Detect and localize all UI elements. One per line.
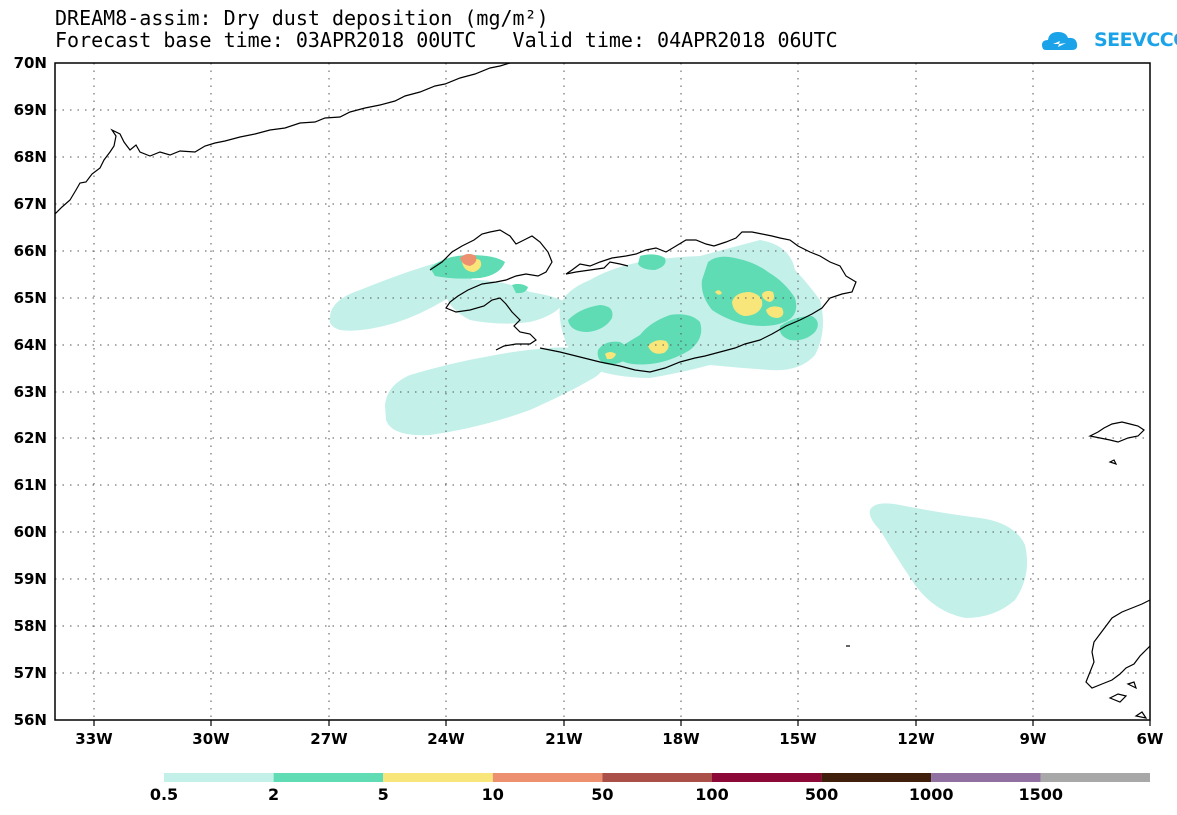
faroe-islet	[1108, 459, 1118, 466]
coastlines	[55, 63, 1150, 719]
shading-0.5-2	[329, 240, 1028, 618]
lon-label: 30W	[192, 730, 230, 748]
colorbar: 0.5 2 5 10 50 100 500 1000 1500	[150, 773, 1150, 804]
colorbar-labels: 0.5 2 5 10 50 100 500 1000 1500	[150, 785, 1063, 804]
lat-label: 59N	[14, 570, 47, 588]
colorbar-label: 100	[695, 785, 728, 804]
shading-10-50	[460, 253, 477, 266]
shading-2-5	[430, 254, 818, 365]
logo-text: SEEVCCC	[1094, 29, 1177, 51]
lat-label: 66N	[14, 242, 47, 260]
colorbar-label: 1500	[1019, 785, 1064, 804]
plot-frame	[54, 62, 1151, 721]
lat-label: 65N	[14, 289, 47, 307]
lat-label: 62N	[14, 429, 47, 447]
latitude-labels: 70N 69N 68N 67N 66N 65N 64N 63N 62N 61N …	[14, 54, 47, 729]
lat-label: 64N	[14, 336, 47, 354]
lat-label: 70N	[14, 54, 47, 72]
lon-label: 12W	[897, 730, 935, 748]
iceland-west-coast	[429, 229, 553, 351]
axis-ticks	[93, 720, 1151, 726]
lon-label: 15W	[779, 730, 817, 748]
lat-label: 68N	[14, 148, 47, 166]
scotland-isles	[1108, 681, 1148, 719]
colorbar-swatch	[492, 773, 603, 782]
colorbar-label: 10	[482, 785, 504, 804]
dust-deposition-field	[329, 240, 1028, 618]
lon-label: 9W	[1020, 730, 1047, 748]
lat-label: 57N	[14, 664, 47, 682]
lat-label: 60N	[14, 523, 47, 541]
colorbar-swatch	[931, 773, 1041, 782]
lon-label: 24W	[427, 730, 465, 748]
greenland-coast	[55, 63, 511, 215]
colorbar-label: 1000	[909, 785, 954, 804]
colorbar-swatch	[273, 773, 384, 782]
lat-label: 67N	[14, 195, 47, 213]
lon-label: 18W	[662, 730, 700, 748]
lat-label: 63N	[14, 383, 47, 401]
faroe-islands	[1088, 421, 1145, 443]
colorbar-label: 50	[591, 785, 613, 804]
lat-label: 56N	[14, 711, 47, 729]
longitude-labels: 33W 30W 27W 24W 21W 18W 15W 12W 9W 6W	[75, 730, 1164, 748]
lat-label: 69N	[14, 101, 47, 119]
colorbar-label: 500	[805, 785, 838, 804]
scotland-coast	[1085, 599, 1150, 689]
lon-label: 21W	[545, 730, 583, 748]
lon-label: 33W	[75, 730, 113, 748]
colorbar-swatches	[164, 773, 1150, 782]
colorbar-label: 2	[268, 785, 279, 804]
lat-label: 61N	[14, 476, 47, 494]
colorbar-swatch	[164, 773, 274, 782]
colorbar-label: 0.5	[150, 785, 178, 804]
lon-label: 6W	[1137, 730, 1164, 748]
iceland-south-coast	[539, 231, 857, 373]
colorbar-swatch	[821, 773, 932, 782]
lat-label: 58N	[14, 617, 47, 635]
colorbar-label: 5	[378, 785, 389, 804]
grid-lines	[55, 63, 1150, 720]
cloud-icon	[1042, 32, 1078, 50]
colorbar-swatch	[383, 773, 493, 782]
forecast-times: Forecast base time: 03APR2018 00UTC Vali…	[55, 28, 838, 52]
colorbar-swatch	[712, 773, 822, 782]
map-title: DREAM8-assim: Dry dust deposition (mg/m²…	[55, 6, 549, 30]
colorbar-swatch	[602, 773, 712, 782]
colorbar-swatch	[1040, 773, 1150, 782]
lon-label: 27W	[310, 730, 348, 748]
